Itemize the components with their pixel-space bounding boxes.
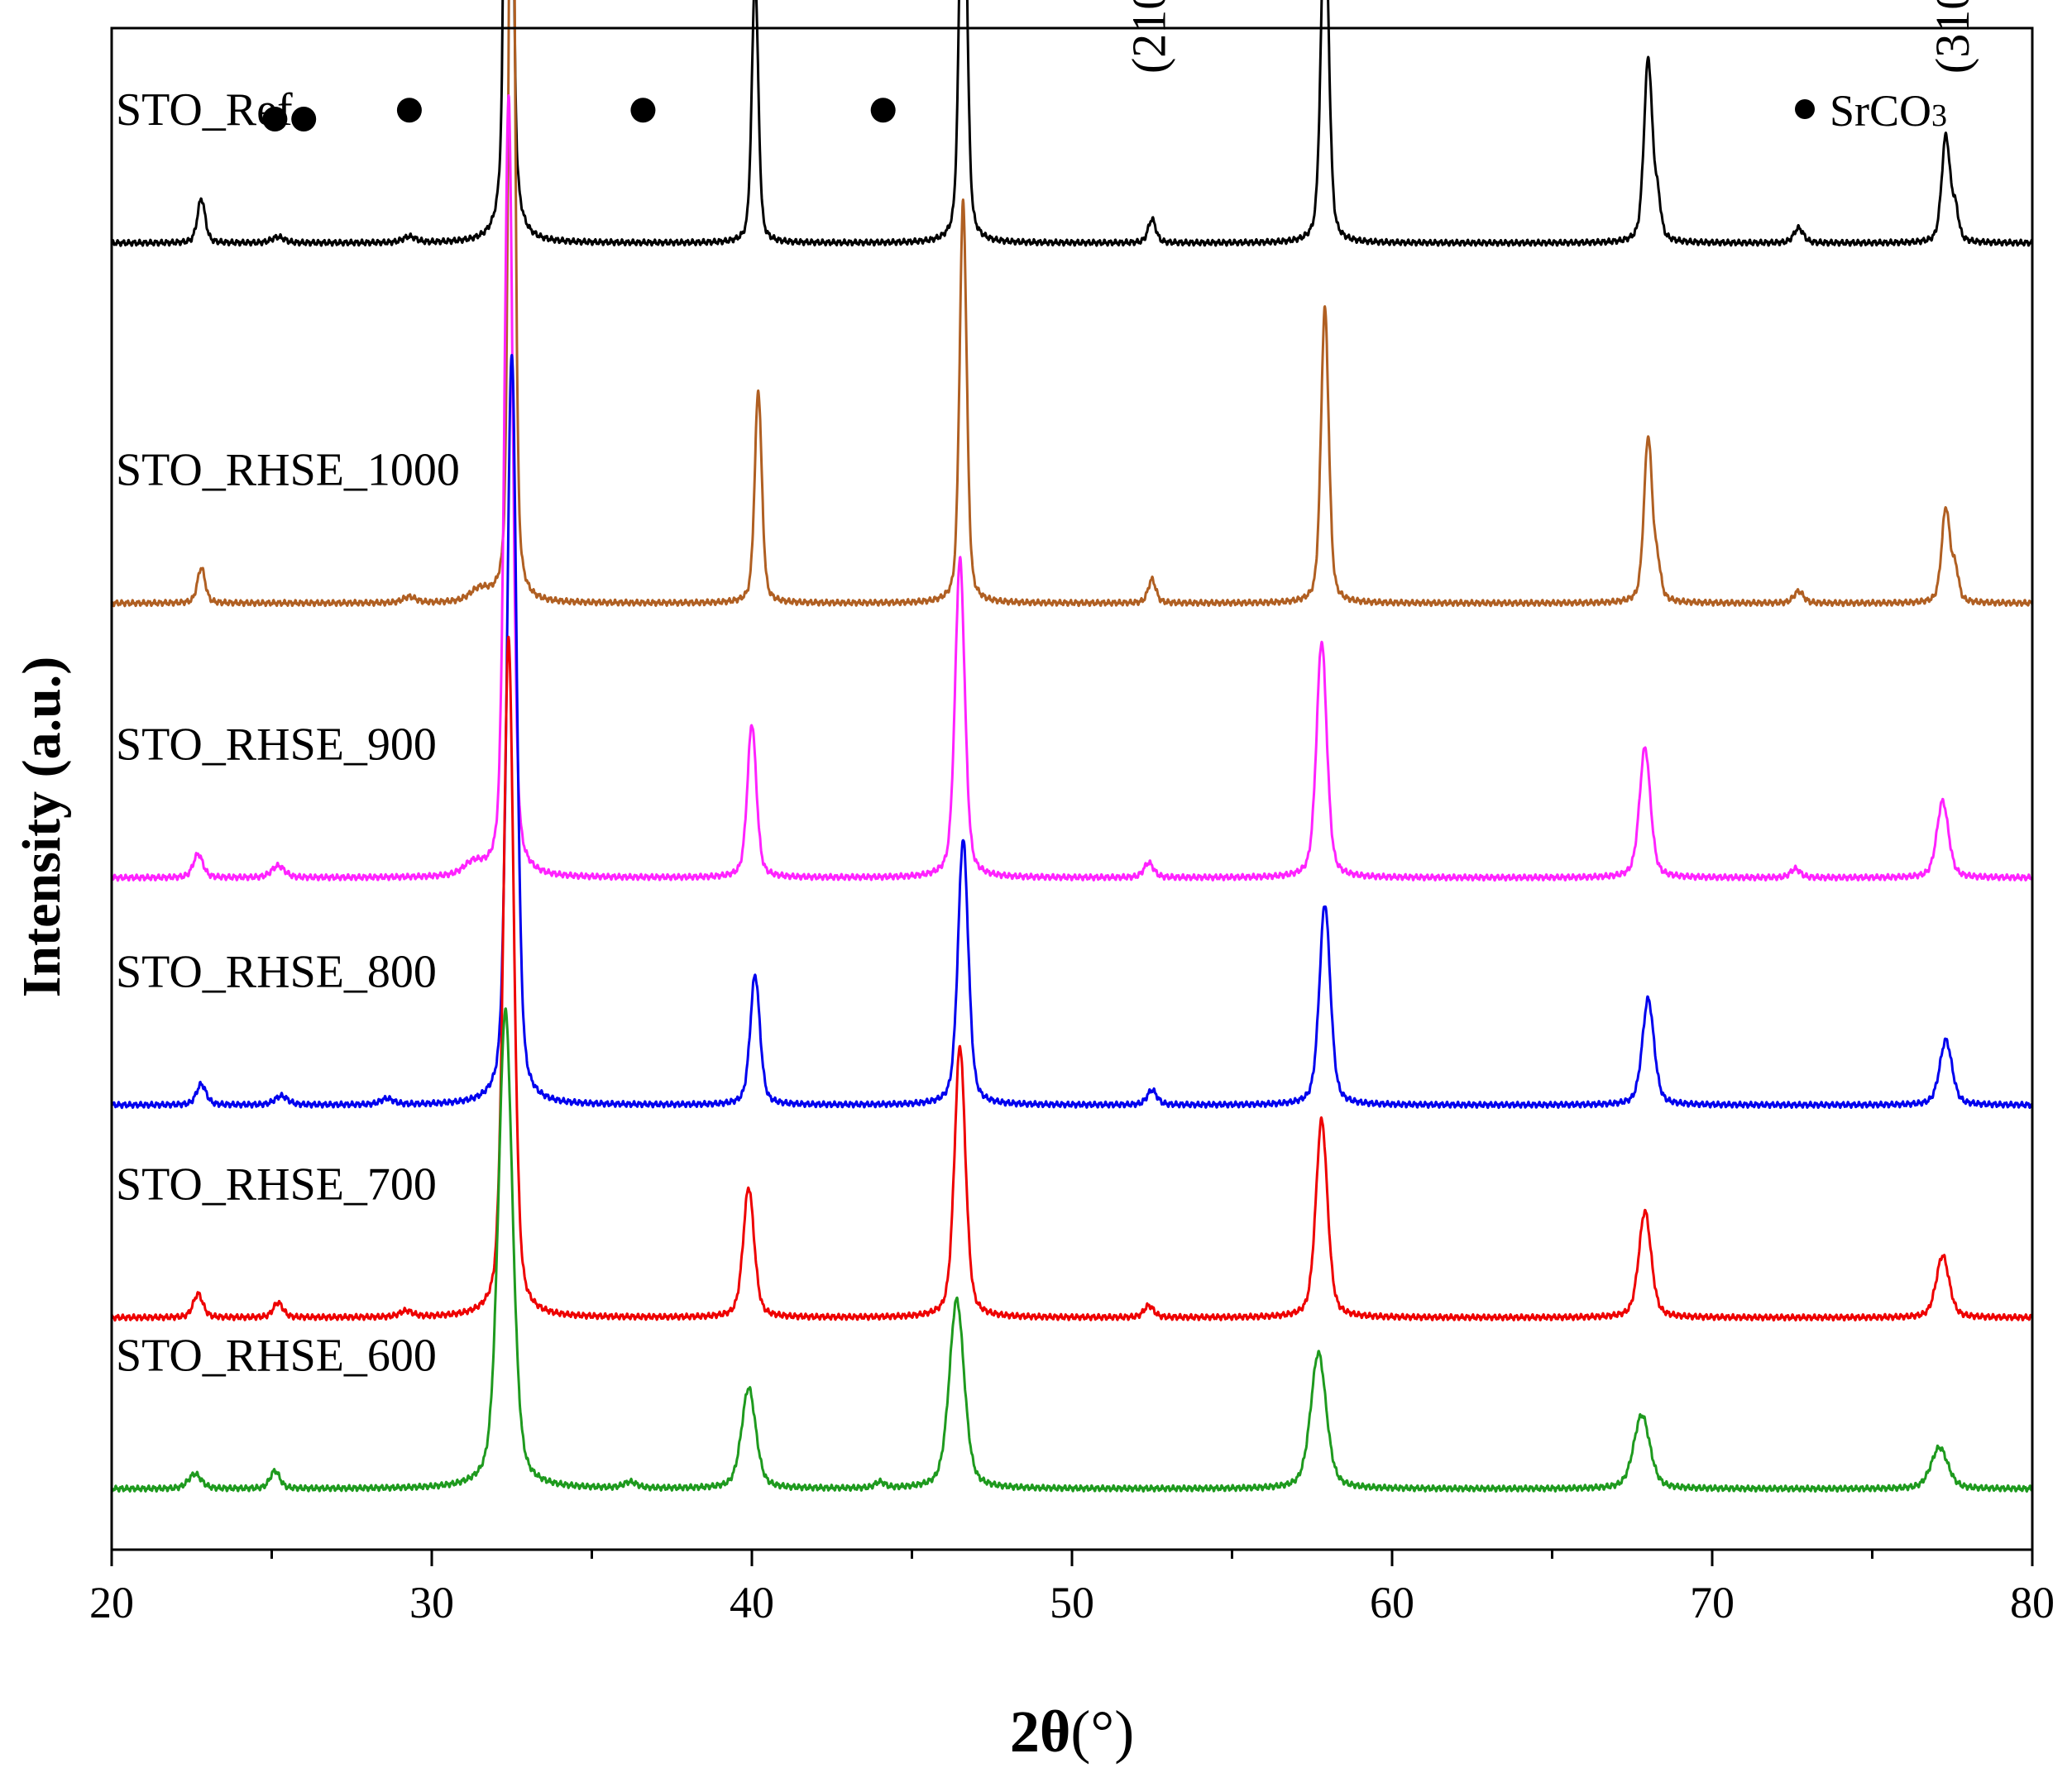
series-line — [110, 635, 2034, 1322]
srco3-markers — [262, 98, 896, 131]
srco3-marker — [630, 98, 656, 123]
x-axis-ticks: 20 30 40 50 60 70 80 — [89, 1550, 2055, 1627]
series-sto-rhse-700: STO_RHSE_700 — [110, 635, 2034, 1322]
x-tick-label: 60 — [1370, 1578, 1414, 1627]
srco3-marker — [262, 106, 288, 131]
series-sto-rhse-1000: STO_RHSE_1000 — [110, 0, 2034, 608]
peak-annotation: (210) — [1122, 0, 1175, 74]
peak-annotation: (310) — [1926, 0, 1979, 74]
series-label: STO_RHSE_800 — [116, 947, 437, 998]
srco3-marker — [870, 98, 896, 123]
series-label: STO_RHSE_900 — [116, 719, 437, 771]
series-line — [110, 94, 2034, 882]
series-line — [110, 353, 2034, 1110]
x-tick-label: 70 — [1690, 1578, 1735, 1627]
legend-label: SrCO3 — [1830, 86, 1947, 136]
plot-frame — [110, 26, 2034, 1551]
series-sto-rhse-900: STO_RHSE_900 — [110, 94, 2034, 882]
series-label: STO_RHSE_600 — [116, 1331, 437, 1382]
x-tick-label: 80 — [2010, 1578, 2055, 1627]
series-sto-rhse-800: STO_RHSE_800 — [110, 353, 2034, 1110]
series-line — [110, 0, 2034, 608]
series-sto-rhse-600: STO_RHSE_600 — [110, 1007, 2034, 1493]
x-axis-title: 2θ(°) — [1010, 1699, 1134, 1765]
x-tick-label: 20 — [89, 1578, 134, 1627]
series-line — [110, 1007, 2034, 1493]
y-axis-title: Intensity (a.u.) — [12, 657, 72, 998]
srco3-marker — [291, 106, 317, 131]
x-tick-label: 50 — [1050, 1578, 1094, 1627]
srco3-marker — [396, 98, 422, 123]
legend: SrCO3 — [1795, 86, 1947, 136]
legend-marker — [1795, 99, 1815, 119]
series-label: STO_RHSE_700 — [116, 1159, 437, 1211]
series-layer: STO_Ref STO_RHSE_1000 STO_RHSE_900 STO_RHSE… — [110, 0, 2034, 1493]
x-tick-label: 40 — [730, 1578, 774, 1627]
series-label: STO_RHSE_1000 — [116, 445, 460, 496]
series-sto-ref: STO_Ref — [110, 0, 2034, 247]
x-tick-label: 30 — [409, 1578, 454, 1627]
series-label: STO_Ref — [116, 84, 293, 136]
peak-annotations: (100)(110)(111)(200)(210)(211)(220)(310) — [1122, 0, 1979, 74]
series-line — [110, 0, 2034, 247]
